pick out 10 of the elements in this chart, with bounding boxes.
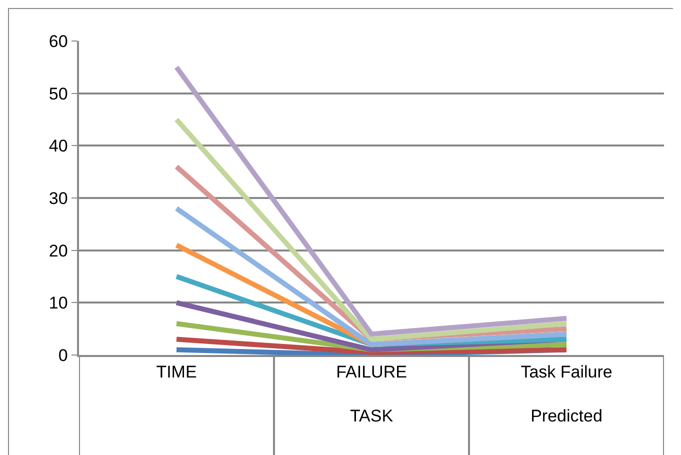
y-tick-label: 0 bbox=[58, 346, 68, 365]
x-tick-label: TIME bbox=[156, 362, 197, 382]
y-tick-label: 40 bbox=[48, 136, 68, 156]
y-tick-label: 20 bbox=[48, 241, 68, 260]
y-tick-label: 30 bbox=[48, 188, 68, 208]
category-label: FAILURE TASK bbox=[336, 362, 407, 426]
y-tick-label: 60 bbox=[48, 32, 68, 51]
category-label: Task Failure Predicted bbox=[520, 362, 612, 426]
y-tick-label: 10 bbox=[48, 294, 68, 313]
y-tick-label: 50 bbox=[48, 84, 68, 104]
